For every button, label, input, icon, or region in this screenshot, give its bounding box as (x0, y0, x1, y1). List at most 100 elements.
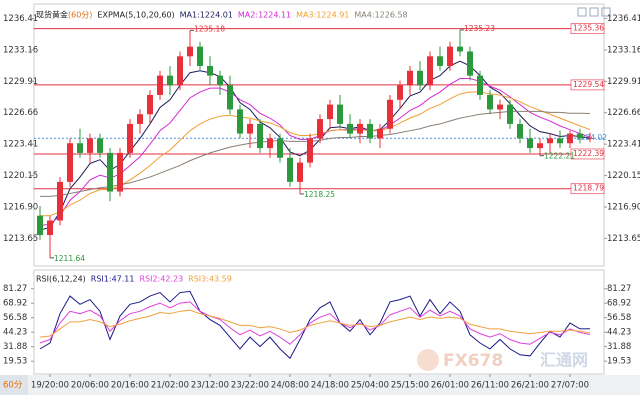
candle-body (157, 75, 163, 95)
extreme-label: 1222.21 (544, 152, 575, 161)
candle-body (137, 114, 143, 124)
level-label-box (570, 79, 605, 91)
candle-body (577, 133, 583, 139)
candle-body (447, 46, 453, 66)
price-panel (33, 3, 605, 267)
x-tick-label: 20/06:00 (71, 381, 109, 391)
candle-body (587, 138, 593, 140)
watermark-cn: 汇通网 (540, 351, 588, 370)
candle-body (147, 94, 153, 115)
y-tick-label-right: 1213.65 (607, 234, 640, 244)
period-tab[interactable]: 60分 (3, 381, 23, 391)
indicator-line (40, 110, 591, 197)
y-tick-label: 1223.41 (3, 140, 38, 150)
candle-body (497, 104, 503, 110)
x-tick-label: 23/12:00 (191, 381, 229, 391)
candle-body (207, 65, 213, 76)
x-tick-label: 23/22:00 (231, 381, 269, 391)
x-tick-label: 19/20:00 (31, 381, 69, 391)
level-label-box (570, 183, 605, 195)
candle-body (517, 123, 523, 139)
legend-text: MA4:1226.58 (354, 11, 407, 20)
x-tick-label: 26/21:00 (511, 381, 549, 391)
y-tick-label: 56.58 (3, 313, 27, 323)
x-tick-label: 20/16:00 (111, 381, 149, 391)
indicator-line (39, 290, 591, 360)
y-tick-label: 1226.66 (3, 108, 38, 118)
time-axis-bar (0, 375, 640, 395)
y-tick-label: 1233.16 (3, 45, 38, 55)
candle-body (287, 157, 293, 182)
candle-body (407, 70, 413, 86)
x-tick-label: 26/11:00 (471, 381, 509, 391)
candle-body (277, 138, 283, 158)
candle-body (537, 143, 543, 149)
candle-body (47, 220, 53, 236)
icon[interactable] (601, 7, 611, 17)
candle-body (57, 181, 63, 221)
legend-text: RSI2:42.23 (139, 275, 183, 284)
extreme-label: 1235.23 (464, 24, 495, 33)
window-icons[interactable] (577, 7, 611, 17)
level-label-box (570, 148, 605, 160)
y-tick-label-right: 68.92 (607, 299, 631, 309)
candle-body (97, 138, 103, 153)
level-label-box (570, 23, 605, 34)
period-tab-bg[interactable] (0, 375, 28, 395)
legend-text: RSI1:47.11 (91, 275, 135, 284)
rsi-panel (33, 269, 605, 375)
candle-body (197, 46, 203, 66)
extreme-label: 1235.18 (194, 24, 225, 33)
y-tick-label-right: 44.23 (607, 328, 631, 338)
y-tick-label: 31.88 (3, 342, 27, 352)
candle-body (377, 128, 383, 139)
candle-body (227, 85, 233, 110)
y-tick-label: 68.92 (3, 299, 27, 309)
candle-body (117, 152, 123, 192)
y-tick-label-right: 1216.90 (607, 203, 640, 213)
y-tick-label: 1216.90 (3, 203, 38, 213)
candle-body (357, 123, 363, 134)
candle-body (567, 133, 573, 144)
y-tick-label-right: 1223.41 (607, 140, 640, 150)
icon[interactable] (577, 7, 587, 17)
candle-body (187, 46, 193, 57)
candle-body (437, 56, 443, 66)
y-tick-label-right: 56.58 (607, 313, 631, 323)
candle-body (67, 143, 73, 182)
indicator-line (40, 91, 591, 217)
x-tick-label: 26/01:00 (431, 381, 469, 391)
y-tick-label: 44.23 (3, 328, 27, 338)
candle-body (107, 152, 113, 192)
y-tick-label-right: 1236.41 (607, 14, 640, 24)
candle-body (77, 143, 83, 153)
x-tick-label: 24/08:00 (271, 381, 309, 391)
candle-body (417, 70, 423, 86)
candle-body (467, 51, 473, 76)
y-tick-label: 1213.65 (3, 234, 38, 244)
candle-body (347, 123, 353, 134)
x-tick-label: 25/04:00 (351, 381, 389, 391)
level-label: 1235.36 (573, 24, 604, 33)
legend-text: MA3:1224.91 (296, 11, 349, 20)
candle-body (457, 46, 463, 52)
indicator-line (39, 301, 591, 345)
legend-text: (60分) (68, 11, 92, 20)
candle-body (167, 75, 173, 86)
y-tick-label-right: 31.88 (607, 342, 631, 352)
legend-text: MA2:1224.11 (238, 11, 291, 20)
candle-body (507, 104, 513, 124)
icon[interactable] (589, 7, 599, 17)
legend-text: RSI(6,12,24) (36, 275, 86, 284)
y-tick-label-right: 1220.15 (607, 171, 640, 181)
x-tick-label: 21/02:00 (151, 381, 189, 391)
candle-body (297, 162, 303, 182)
candle-body (307, 138, 313, 163)
legend-text: EXPMA(5,10,20,60) (97, 11, 174, 20)
legend-text: RSI3:43.59 (188, 275, 232, 284)
candle-body (37, 215, 43, 236)
candle-body (177, 56, 183, 86)
candle-body (557, 138, 563, 144)
level-label: 1218.79 (573, 184, 604, 193)
